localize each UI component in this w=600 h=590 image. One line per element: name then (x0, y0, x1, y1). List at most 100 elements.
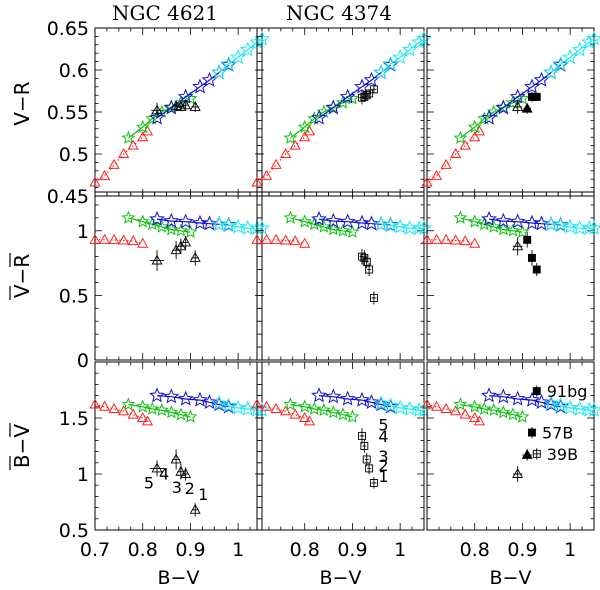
track-blue-line (318, 395, 391, 408)
track-red-point (289, 139, 301, 150)
y-axis-label-text: V−R (10, 254, 34, 298)
track-green-point (145, 401, 160, 415)
track-cyan-point (382, 397, 399, 413)
panel-r2-c0: 0.5 1 1.5 0.7 0.8 0.9 1 B−V (59, 361, 270, 589)
track-red-point (251, 176, 263, 187)
track-green-point (496, 222, 511, 236)
track-cyan-line (550, 38, 595, 73)
track-blue-point (552, 216, 569, 232)
track-blue-point (192, 391, 208, 407)
data-point-square-marker (528, 428, 536, 437)
track-cyan-point (220, 397, 237, 413)
x-axis-label: B−V (320, 567, 362, 589)
track-cyan-line (218, 38, 263, 73)
point-label-1: 1 (198, 485, 208, 504)
point-label-5: 5 (144, 473, 154, 492)
track-red-point (459, 235, 471, 246)
track-blue-point (177, 213, 194, 229)
track-green-point (135, 399, 150, 413)
track-green-point (297, 399, 312, 413)
track-cyan-point (581, 401, 598, 417)
data-point-square-marker (369, 479, 378, 487)
point-label-4: 4 (159, 464, 169, 483)
track-green-point (135, 119, 150, 134)
track-green-point (467, 214, 482, 228)
data-point-triangle-marker (170, 453, 182, 464)
track-red-point (98, 169, 111, 180)
track-blue-point (363, 215, 380, 231)
x-tick-label: 0.9 (337, 539, 367, 561)
data-point-square-marker (362, 455, 371, 464)
track-green-point (316, 219, 331, 233)
track-blue-point (149, 109, 165, 125)
track-red-point (141, 125, 154, 136)
x-tick-label: 0.8 (460, 539, 490, 561)
track-green-point (505, 407, 520, 421)
track-cyan-point (373, 395, 389, 411)
panel-r1-c1 (251, 191, 432, 361)
track-blue-point (311, 109, 327, 125)
track-red-point (127, 139, 139, 150)
track-green-point (121, 210, 136, 224)
track-red-point (299, 411, 311, 422)
track-blue-point (524, 391, 540, 407)
track-green-point (496, 405, 511, 419)
track-blue-point (192, 214, 208, 230)
point-label-2: 2 (378, 456, 388, 475)
track-blue-line (488, 395, 561, 408)
panel-r0-c0: 0.45 0.5 0.55 0.6 0.65 (47, 18, 270, 208)
track-red-point (440, 403, 452, 414)
track-green-point (135, 214, 150, 228)
x-tick-label: 0.8 (128, 539, 158, 561)
track-red-point (118, 147, 130, 158)
track-green-point (345, 409, 360, 423)
track-blue-point (325, 212, 342, 228)
track-red-point (421, 398, 433, 409)
track-green-line (460, 217, 523, 233)
track-red-point (421, 176, 433, 187)
track-green-point (173, 407, 188, 421)
point-label-1: 1 (378, 467, 388, 486)
point-label-4: 4 (378, 427, 388, 446)
track-blue-point (509, 213, 526, 229)
y-axis-label-vbar-minus-rbar: V−R (9, 253, 34, 300)
y-tick-label: 0.5 (59, 144, 89, 166)
track-cyan-point (211, 395, 227, 411)
track-red-point (118, 234, 130, 245)
data-point-triangle-marker (175, 101, 187, 111)
track-green-point (505, 223, 520, 237)
data-point-square-marker (358, 93, 366, 102)
track-red-point (473, 125, 486, 136)
track-red-point (137, 237, 149, 248)
data-point-square-marker (365, 89, 374, 98)
track-blue-point (339, 88, 356, 104)
track-red-point (127, 408, 139, 419)
track-red-point (430, 233, 443, 244)
y-tick-label: 0.65 (47, 18, 89, 40)
point-label-3: 3 (378, 447, 388, 466)
track-red-point (469, 237, 481, 248)
track-green-point (453, 210, 468, 224)
data-point-square-marker (358, 431, 366, 440)
track-cyan-point (230, 399, 247, 415)
panel-r1-c2 (421, 191, 600, 361)
track-green-point (183, 224, 198, 238)
data-point-square-marker (523, 235, 532, 244)
track-red-point (98, 233, 111, 244)
track-cyan-point (220, 217, 237, 233)
panel-r2-c1: 0.8 0.9 1 B−V (251, 361, 432, 589)
data-point-square-marker (369, 294, 378, 302)
track-cyan-point (373, 216, 389, 232)
track-red-point (303, 415, 316, 426)
x-tick-label: 1 (394, 539, 406, 561)
track-cyan-point (543, 395, 559, 411)
track-cyan-point (382, 55, 399, 71)
data-point-square-marker (362, 257, 371, 266)
track-red-point (440, 158, 452, 169)
panel-title-ngc4374: NGC 4374 (286, 1, 392, 25)
y-tick-label: 0 (77, 350, 89, 372)
track-cyan-point (571, 400, 588, 416)
track-blue-point (149, 210, 165, 226)
track-green-point (154, 219, 169, 233)
track-green-point (515, 409, 530, 423)
